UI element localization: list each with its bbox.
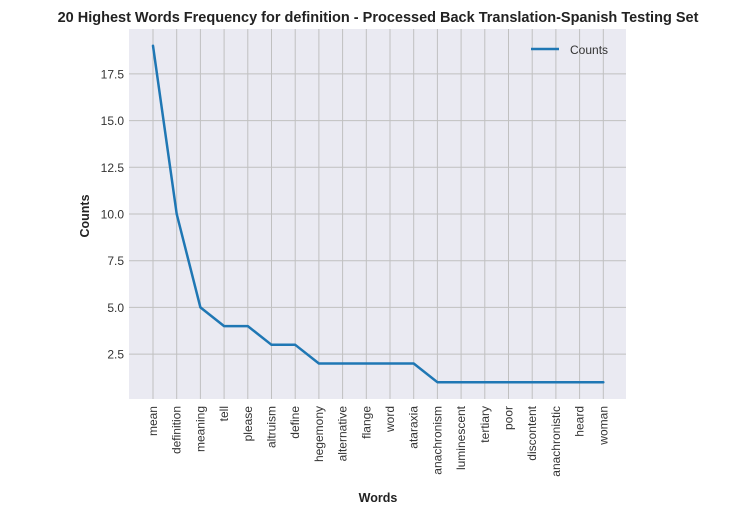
y-tick-label: 15.0 <box>101 114 125 128</box>
x-tick-label: altruism <box>265 406 279 448</box>
x-tick-label: flange <box>359 406 373 439</box>
y-tick-label: 5.0 <box>107 301 124 315</box>
y-tick-label: 10.0 <box>101 208 125 222</box>
x-tick-label: anachronism <box>430 406 444 475</box>
x-axis-label: Words <box>359 491 398 505</box>
x-tick-label: mean <box>146 406 160 436</box>
x-tick-label: please <box>241 406 255 442</box>
x-tick-label: alternative <box>336 406 350 462</box>
x-tick-label: tell <box>217 406 231 421</box>
x-tick-label: anachronistic <box>549 406 563 477</box>
x-tick-label: luminescent <box>454 405 468 470</box>
y-tick-label: 7.5 <box>107 254 124 268</box>
x-axis-ticks: mean definition meaning tell please altruism d… <box>146 405 610 476</box>
x-tick-label: discontent <box>525 405 539 460</box>
y-axis-label: Counts <box>78 194 92 237</box>
x-tick-label: word <box>383 406 397 433</box>
x-tick-label: woman <box>596 406 610 446</box>
x-tick-label: tertiary <box>478 406 492 443</box>
series-line-counts <box>151 44 605 384</box>
legend-label-counts: Counts <box>570 43 608 57</box>
legend: Counts <box>531 43 608 57</box>
x-tick-label: poor <box>502 406 516 430</box>
y-tick-label: 12.5 <box>101 161 125 175</box>
grid-lines <box>129 29 626 399</box>
x-tick-label: meaning <box>193 406 207 452</box>
y-axis-ticks: 2.5 5.0 7.5 10.0 12.5 15.0 17.5 <box>101 67 125 361</box>
y-tick-label: 17.5 <box>101 67 125 81</box>
series-lines <box>151 44 605 384</box>
y-tick-label: 2.5 <box>107 348 124 362</box>
chart-title: 20 Highest Words Frequency for definitio… <box>58 10 699 26</box>
x-tick-label: define <box>288 406 302 439</box>
x-tick-label: hegemony <box>312 406 326 462</box>
x-tick-label: definition <box>170 406 184 454</box>
x-tick-label: heard <box>573 406 587 437</box>
x-tick-label: ataraxia <box>407 406 421 449</box>
